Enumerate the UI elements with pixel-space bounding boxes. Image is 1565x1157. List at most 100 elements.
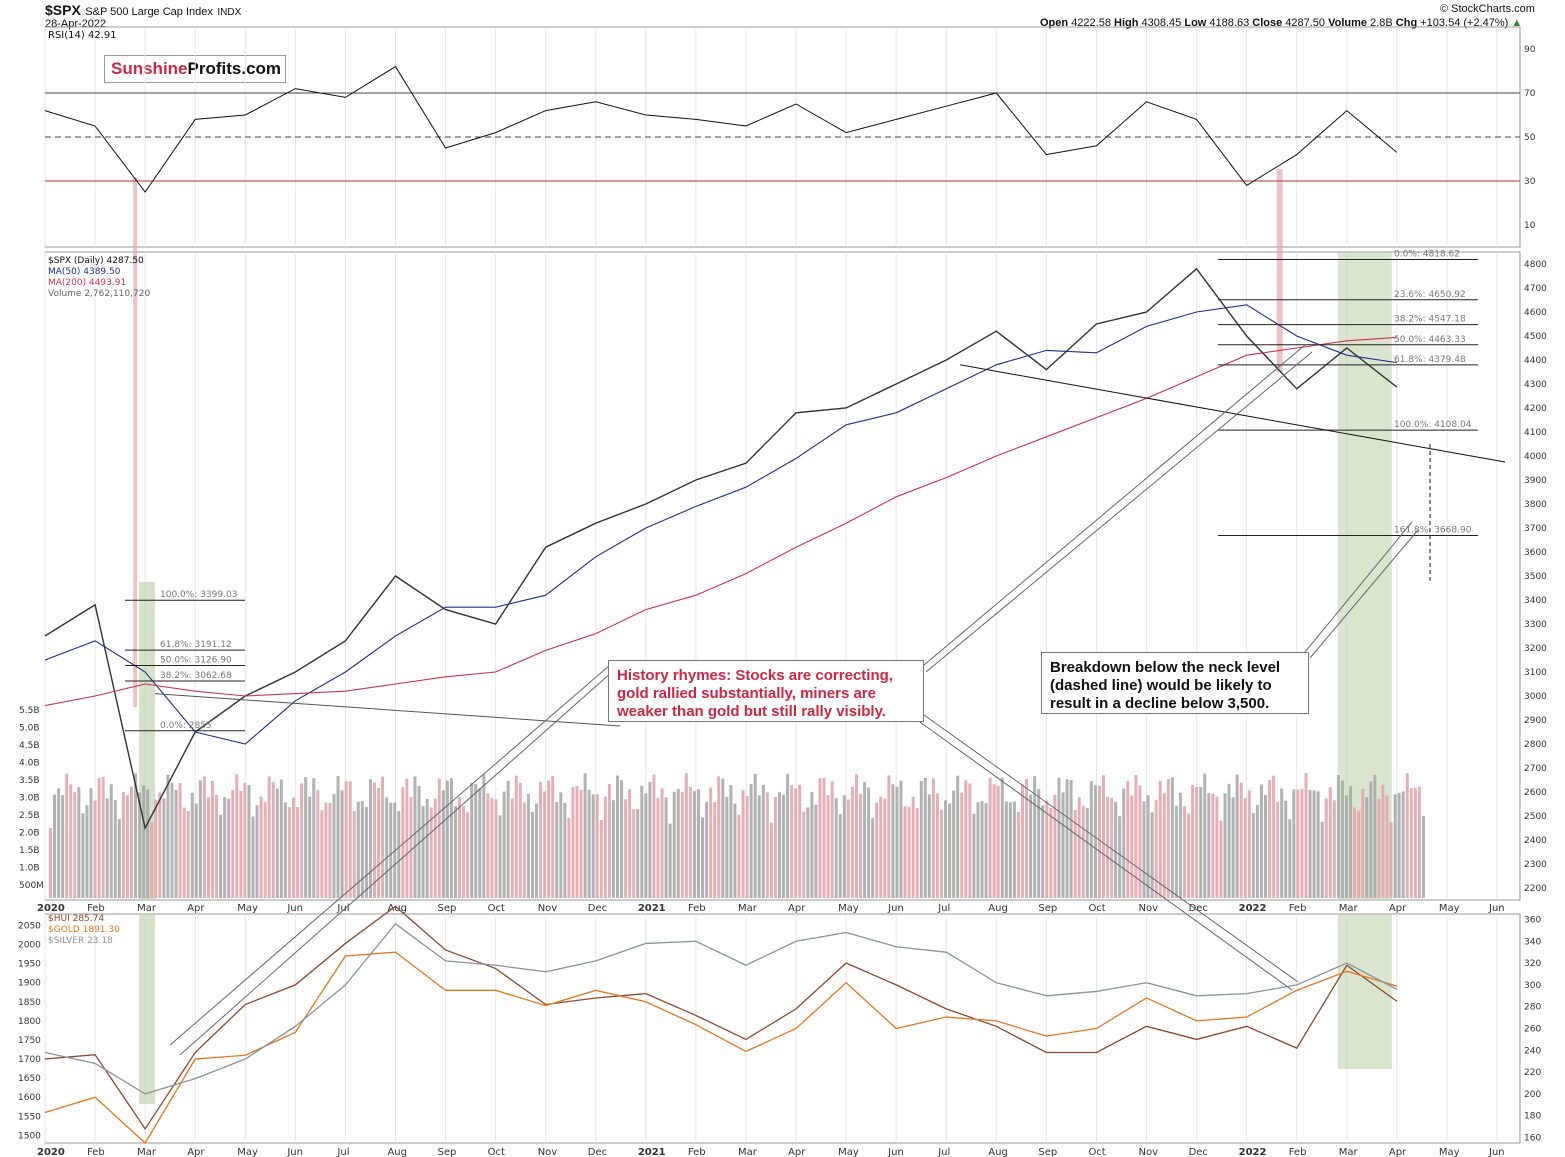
- price-ytick-label: 2400: [1524, 836, 1547, 846]
- volume-bar: [822, 777, 826, 898]
- volume-ytick-label: 2.0B: [19, 829, 40, 839]
- volume-bar: [263, 802, 267, 898]
- fib-level-label: 100.0%: 4108.04: [1394, 420, 1472, 430]
- spx-price-line: [44, 267, 1398, 831]
- volume-bar: [778, 792, 781, 898]
- volume-bar: [1272, 775, 1276, 898]
- volume-bar: [296, 806, 300, 898]
- volume-bar: [559, 792, 563, 898]
- volume-bar: [1138, 785, 1142, 898]
- volume-bar: [364, 807, 368, 898]
- month-label-bottom: Apr: [1389, 1147, 1407, 1157]
- volume-bar: [850, 786, 854, 898]
- volume-bar: [1227, 783, 1231, 898]
- high-label: High: [1114, 17, 1139, 29]
- volume-bar: [389, 802, 393, 898]
- volume-bar: [1049, 807, 1053, 898]
- volume-bar: [373, 782, 376, 898]
- chg-label: Chg: [1395, 17, 1418, 29]
- volume-ytick-label: 5.5B: [19, 706, 40, 716]
- volume-bar: [1247, 790, 1251, 898]
- month-label-bottom: Apr: [788, 1147, 806, 1157]
- volume-ytick-label: 4.5B: [19, 741, 40, 751]
- volume-bar: [1377, 798, 1381, 898]
- price-ytick-label: 2500: [1524, 812, 1547, 822]
- month-label-bottom: Mar: [1339, 1147, 1359, 1157]
- volume-bar: [328, 802, 332, 898]
- volume-bar: [1417, 786, 1421, 898]
- price-ytick-label: 4200: [1524, 404, 1547, 414]
- volume-bar: [1142, 801, 1146, 898]
- volume-bar: [964, 780, 968, 898]
- volume-bar: [1223, 793, 1227, 898]
- volume-bar: [1069, 780, 1073, 898]
- volume-bar: [211, 780, 214, 898]
- price-ytick-label: 4300: [1524, 380, 1547, 390]
- volume-bar: [1085, 808, 1089, 898]
- volume-bar: [1170, 777, 1174, 898]
- volume-bar: [405, 778, 409, 898]
- volume-bar: [215, 794, 219, 898]
- volume-bar: [312, 778, 316, 898]
- volume-bar: [170, 782, 174, 898]
- month-label-top: Dec: [588, 903, 607, 914]
- volume-bar: [842, 795, 846, 898]
- metals-left-tick: 1600: [18, 1093, 41, 1103]
- index-name: S&P 500 Large Cap Index: [85, 6, 213, 18]
- rsi-legend: RSI(14) 42.91: [48, 30, 117, 41]
- price-legend-text: $SPX (Daily) 4287.50: [48, 256, 144, 266]
- volume-bar: [676, 788, 680, 898]
- volume-bar: [935, 793, 939, 898]
- price-ytick-label: 2800: [1524, 740, 1547, 750]
- volume-bar: [879, 796, 883, 898]
- rsi-ytick-label: 90: [1524, 45, 1536, 55]
- volume-bar: [194, 803, 198, 898]
- silver-legend-text: $SILVER 23.18: [48, 936, 113, 946]
- volume-bar: [664, 797, 668, 898]
- rsi-legend-text: RSI(14) 42.91: [48, 30, 117, 41]
- volume-bar: [1057, 777, 1061, 898]
- volume-bar: [579, 789, 583, 898]
- metals-legend: $HUI 285.74 $GOLD 1891.30 $SILVER 23.18: [48, 914, 120, 947]
- volume-bar: [668, 823, 672, 898]
- fib-2020-label: 100.0%: 3399.03: [160, 590, 237, 600]
- volume-bar: [620, 780, 624, 898]
- volume-bar: [1166, 779, 1170, 898]
- month-label-bottom: Sep: [438, 1147, 457, 1157]
- volume-bar: [279, 779, 283, 898]
- volume-bar: [903, 806, 907, 898]
- volume-bar: [1021, 784, 1024, 898]
- volume-ytick-label: 1.0B: [19, 864, 40, 874]
- silver-line: [44, 922, 1398, 1095]
- metals-left-tick: 1550: [18, 1112, 41, 1122]
- volume-bar: [57, 788, 61, 898]
- volume-bar: [1276, 801, 1280, 898]
- volume-bar: [1284, 800, 1288, 898]
- volume-bar: [259, 796, 263, 898]
- fib-2020-label: 50.0%: 3126.90: [160, 656, 232, 666]
- volume-bar: [794, 788, 798, 898]
- history-rhymes-callout: History rhymes: Stocks are correcting, g…: [608, 660, 924, 722]
- metals-right-tick: 160: [1524, 1134, 1541, 1144]
- volume-bar: [324, 802, 328, 898]
- volume-bar: [1199, 786, 1203, 898]
- price-ytick-label: 3300: [1524, 620, 1547, 630]
- ma200-legend-text: MA(200) 4493.91: [48, 278, 127, 288]
- breakdown-line-2: (dashed line) would be likely to: [1050, 677, 1272, 694]
- metals-left-tick: 1900: [18, 979, 41, 989]
- volume-bar: [705, 801, 709, 898]
- volume-bar: [688, 787, 692, 898]
- volume-bar: [1288, 819, 1292, 898]
- volume-bar: [1073, 810, 1077, 898]
- price-ytick-label: 4400: [1524, 356, 1547, 366]
- volume-bar: [1264, 794, 1267, 898]
- volume-bar: [85, 805, 89, 898]
- volume-bar: [174, 789, 178, 898]
- month-label-top: Apr: [788, 903, 806, 914]
- month-label-top: Mar: [137, 903, 157, 914]
- volume-bar: [304, 777, 308, 898]
- volume-bar: [1004, 801, 1008, 898]
- month-label-bottom: 2020: [37, 1147, 65, 1157]
- volume-bar: [247, 785, 251, 898]
